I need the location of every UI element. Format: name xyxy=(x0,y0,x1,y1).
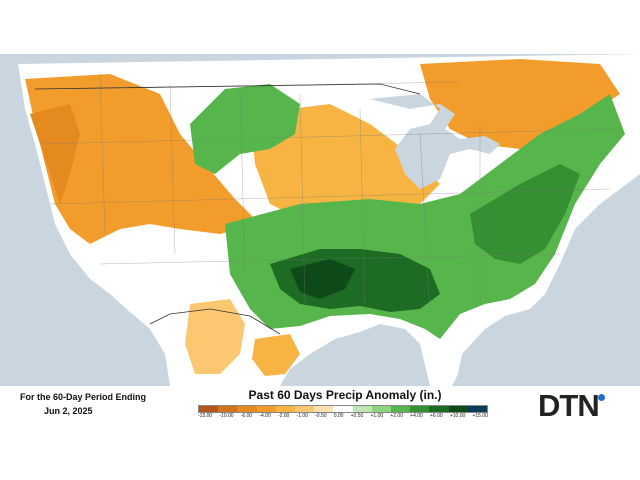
legend-tick: +2.00 xyxy=(390,413,403,419)
dry-texas xyxy=(252,334,300,376)
map-frame xyxy=(0,54,640,424)
dry-northwest-dark xyxy=(30,104,80,204)
legend-swatch xyxy=(391,406,411,412)
great-lakes xyxy=(370,94,500,189)
legend-tick: -10.00 xyxy=(219,413,234,419)
legend-swatch xyxy=(333,406,353,412)
period-date: Jun 2, 2025 xyxy=(44,406,93,416)
legend-tick: +0.50 xyxy=(350,413,364,419)
legend-tick: +10.00 xyxy=(449,413,466,419)
legend-tick: +4.00 xyxy=(410,413,423,419)
legend-swatch xyxy=(371,406,392,412)
precip-anomaly-map xyxy=(0,54,640,386)
state-borders xyxy=(39,73,621,315)
legend-color-bar xyxy=(198,405,488,413)
legend-swatch xyxy=(295,406,315,412)
national-border xyxy=(34,83,421,335)
legend-tick: -6.00 xyxy=(240,413,253,419)
dry-plains xyxy=(250,104,440,219)
dry-southwest xyxy=(185,299,245,374)
legend-tick: -0.50 xyxy=(315,413,327,419)
legend-swatch xyxy=(275,406,296,412)
legend-swatch xyxy=(218,406,238,412)
period-label: For the 60-Day Period Ending xyxy=(20,392,147,402)
logo-dot-icon xyxy=(597,394,605,401)
legend-tick: -2.00 xyxy=(277,413,290,419)
legend-swatch xyxy=(448,406,468,412)
legend-tick: +6.00 xyxy=(430,413,443,419)
legend-tick: +1.00 xyxy=(370,413,384,419)
legend-swatch xyxy=(314,406,334,412)
dry-west xyxy=(25,74,260,244)
wet-northern-plains xyxy=(190,84,300,174)
legend-swatch xyxy=(429,406,449,412)
dtn-logo: DTN xyxy=(538,388,605,424)
legend-title: Past 60 Days Precip Anomaly (in.) xyxy=(248,388,442,402)
wet-appalachia xyxy=(470,164,580,264)
legend-swatch xyxy=(467,406,488,412)
legend-tick: -4.00 xyxy=(259,413,271,419)
legend-tick: -1.00 xyxy=(296,413,308,419)
legend-tick: 0.00 xyxy=(333,413,344,419)
legend-swatch xyxy=(352,406,372,412)
legend-swatch xyxy=(410,406,430,412)
wet-core-darkest xyxy=(290,259,355,299)
legend-swatch xyxy=(237,406,257,412)
legend-tick: +15.00 xyxy=(472,413,488,419)
legend-tick-labels: -15.00 -10.00 -6.00 -4.00 -2.00 -1.00 -0.50 0.0… xyxy=(198,413,488,419)
legend-swatch xyxy=(199,406,219,412)
legend-swatch xyxy=(256,406,276,412)
legend-tick: -15.00 xyxy=(198,413,213,419)
map-footer: For the 60-Day Period Ending Jun 2, 2025… xyxy=(0,386,640,424)
